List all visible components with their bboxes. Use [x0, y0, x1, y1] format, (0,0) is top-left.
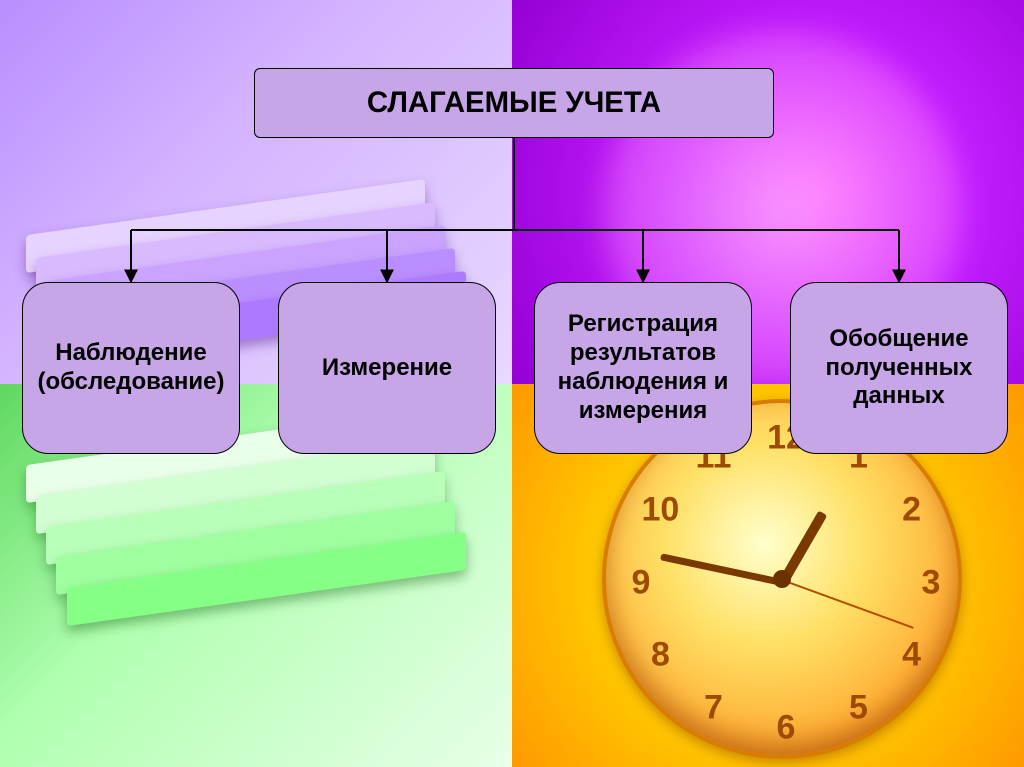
root-node: СЛАГАЕМЫЕ УЧЕТА [254, 68, 774, 138]
child-node-3: Регистрация результатов наблюдения и изм… [534, 282, 752, 454]
child-node-4: Обобщение полученных данных [790, 282, 1008, 454]
child-node-1: Наблюдение (обследование) [22, 282, 240, 454]
child-node-2: Измерение [278, 282, 496, 454]
org-chart: СЛАГАЕМЫЕ УЧЕТА Наблюдение (обследование… [0, 0, 1024, 767]
